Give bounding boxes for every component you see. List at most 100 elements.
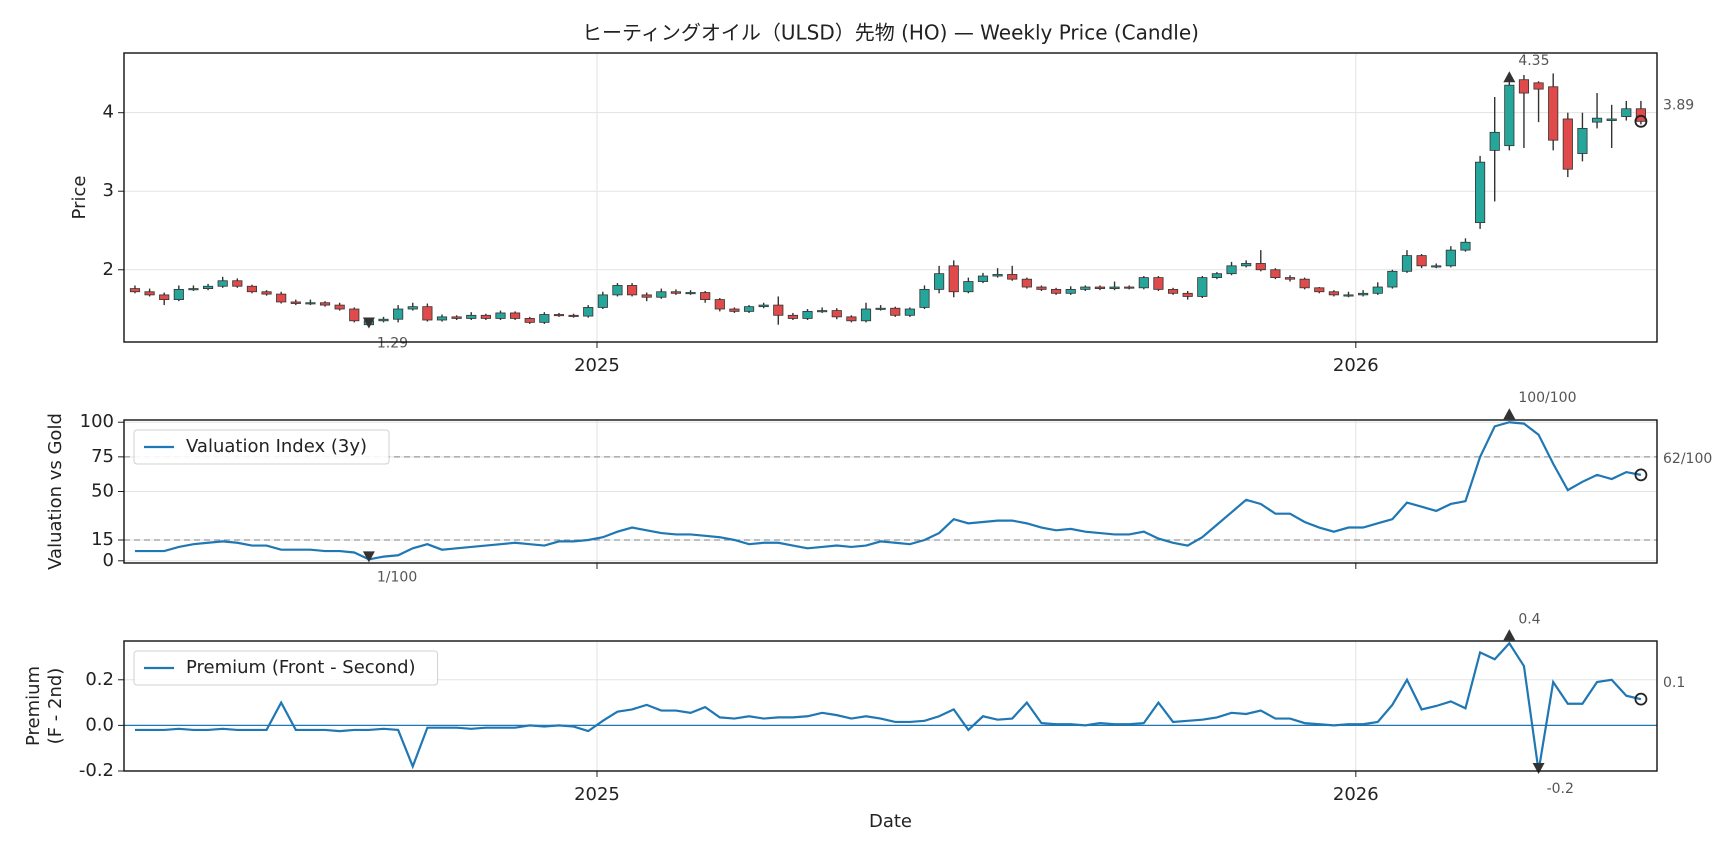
candle-body — [685, 292, 696, 295]
candle-body — [802, 310, 813, 319]
candle-body — [1401, 255, 1413, 272]
plot-area — [124, 641, 1657, 771]
candle-body — [1445, 249, 1456, 267]
candle-body — [188, 288, 199, 291]
series-line — [134, 641, 1642, 771]
candle-body — [743, 306, 755, 312]
candle-body — [422, 306, 433, 321]
candle-body — [349, 308, 360, 322]
candle-body — [1153, 277, 1164, 290]
y-axis-label: Valuation vs Gold — [45, 413, 66, 570]
x-tick-label: 2026 — [1333, 784, 1379, 805]
annotation-label: 100/100 — [1518, 390, 1576, 406]
max-marker — [1503, 71, 1516, 83]
plot-frame — [123, 52, 1658, 343]
candle-body — [1591, 117, 1603, 123]
y-tick-label: 0.2 — [85, 669, 114, 690]
y-axis-label: (F - 2nd) — [45, 668, 66, 745]
candle-body — [451, 316, 462, 319]
candle-body — [860, 308, 872, 322]
y-tick-label: 50 — [91, 481, 114, 502]
candle-body — [129, 288, 141, 293]
candle-body — [729, 308, 740, 312]
candle-body — [378, 318, 389, 322]
candle-body — [495, 312, 506, 319]
plot-frame — [123, 419, 1658, 564]
candle-body — [1021, 278, 1032, 288]
y-axis-label: Premium — [23, 666, 44, 746]
annotation-label: 1.29 — [377, 336, 408, 352]
candle-body — [890, 307, 901, 316]
annotation-label: 3.89 — [1663, 97, 1694, 113]
annotation-label: -0.2 — [1547, 781, 1574, 797]
candle-body — [1270, 269, 1281, 279]
candle-body — [1007, 274, 1018, 280]
last-marker — [1634, 692, 1648, 706]
chart-title: ヒーティングオイル（ULSD）先物 (HO) — Weekly Price (C… — [582, 21, 1199, 45]
candle-body — [948, 265, 959, 293]
candle-body — [480, 314, 491, 319]
candle-body — [276, 293, 287, 303]
candle-body — [904, 308, 915, 316]
candle-body — [202, 285, 214, 289]
candle-body — [919, 288, 930, 308]
candle-body — [1358, 292, 1369, 296]
candle-body — [597, 294, 608, 308]
legend-label: Valuation Index (3y) — [186, 436, 367, 457]
candle-body — [1489, 131, 1500, 151]
annotation-label: 62/100 — [1663, 451, 1712, 467]
candle-body — [963, 281, 974, 293]
candle-body — [466, 314, 477, 319]
candle-body — [1284, 277, 1296, 280]
candle-body — [1051, 288, 1062, 294]
candle-body — [1504, 84, 1515, 147]
candle-body — [407, 306, 418, 310]
y-tick-label: 2 — [103, 259, 114, 280]
legend-label: Premium (Front - Second) — [186, 657, 416, 678]
max-marker — [1503, 408, 1516, 420]
candle-body — [1577, 127, 1588, 154]
last-marker — [1634, 468, 1648, 482]
candle-body — [393, 308, 404, 320]
candle-body — [1562, 118, 1573, 170]
candle-body — [714, 299, 725, 310]
x-tick-label: 2025 — [574, 355, 620, 376]
candle-body — [1343, 294, 1354, 297]
candle-body — [1621, 108, 1632, 118]
candle-body — [334, 304, 345, 310]
y-tick-label: 100 — [80, 411, 114, 432]
candle-body — [787, 314, 798, 319]
candle-body — [305, 302, 316, 305]
candle-body — [583, 307, 594, 317]
candle-body — [1548, 86, 1559, 141]
candle-body — [1328, 291, 1339, 296]
candle-body — [217, 280, 228, 287]
candle-body — [1226, 265, 1237, 275]
candle-body — [1167, 288, 1179, 294]
min-marker — [362, 317, 375, 329]
annotation-label: 4.35 — [1518, 53, 1549, 69]
legend-box — [133, 650, 439, 686]
candle-body — [510, 312, 521, 319]
candle-body — [992, 274, 1003, 277]
candle-body — [1197, 277, 1208, 297]
candle-body — [1255, 263, 1266, 271]
candle-body — [261, 291, 272, 295]
candle-body — [977, 275, 989, 282]
candle-body — [1475, 161, 1486, 224]
plot-frame — [123, 640, 1658, 772]
candle-body — [1372, 286, 1383, 294]
candle-body — [1094, 286, 1106, 289]
candle-body — [1416, 255, 1427, 267]
y-tick-label: 75 — [91, 446, 114, 467]
y-tick-label: 4 — [103, 102, 114, 123]
candle-body — [773, 304, 784, 316]
candle-body — [524, 318, 535, 323]
x-tick-label: 2025 — [574, 784, 620, 805]
candle-body — [1606, 118, 1617, 121]
annotation-label: 0.1 — [1663, 675, 1685, 691]
y-tick-label: 3 — [103, 180, 114, 201]
candle-body — [1314, 287, 1325, 293]
y-tick-label: -0.2 — [79, 760, 114, 781]
